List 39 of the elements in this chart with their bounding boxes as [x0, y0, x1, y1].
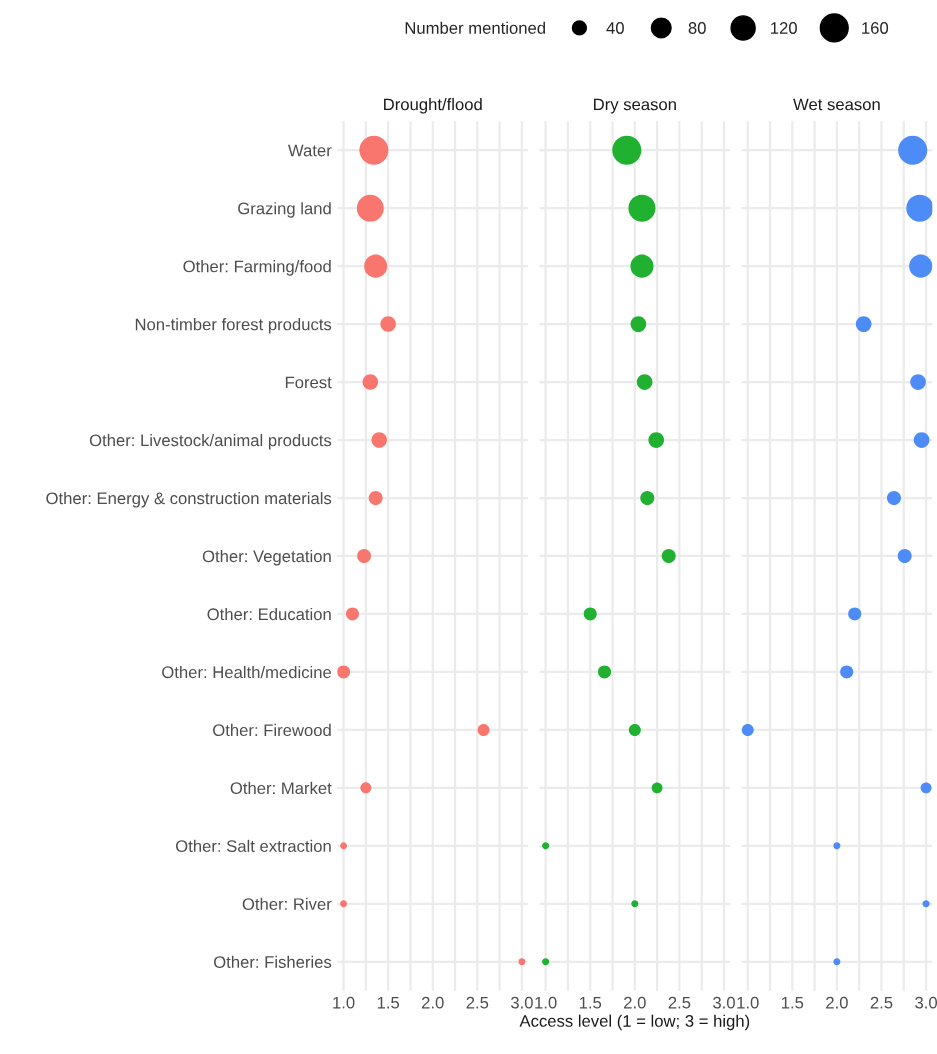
y-tick-label: Other: Farming/food — [183, 260, 331, 276]
legend-label: 120 — [771, 22, 797, 34]
x-tick-label: 3.0 — [915, 996, 937, 1009]
y-tick-label: Other: Firewood — [213, 723, 331, 737]
legend-label: 40 — [606, 22, 624, 34]
x-tick-label: 2.0 — [421, 996, 444, 1009]
legend-title: Number mentioned — [405, 21, 545, 34]
legend-label: 160 — [862, 22, 889, 34]
y-tick-label: Other: Market — [230, 781, 332, 795]
chart-title: Wet season — [793, 98, 880, 111]
x-tick-label: 2.0 — [624, 996, 646, 1009]
x-tick-label: 3.0 — [713, 996, 735, 1009]
x-tick-label: 1.0 — [535, 996, 557, 1009]
y-tick-label: Grazing land — [238, 202, 331, 218]
chart-title: Dry season — [594, 98, 676, 114]
x-tick-label: 3.0 — [510, 996, 533, 1009]
x-tick-label: 1.0 — [737, 996, 759, 1009]
x-axis-title: Access level (1 = low; 3 = high) — [519, 1014, 750, 1031]
y-tick-label: Forest — [285, 376, 332, 389]
y-tick-label: Other: Energy & construction materials — [46, 491, 332, 508]
y-tick-label: Non-timber forest products — [135, 318, 332, 334]
x-tick-label: 1.5 — [782, 996, 804, 1009]
y-tick-label: Other: Salt extraction — [176, 839, 331, 853]
chart-title: Drought/flood — [384, 98, 482, 114]
x-tick-label: 1.0 — [333, 996, 355, 1009]
y-tick-label: Other: Vegetation — [202, 549, 331, 566]
x-tick-label: 2.5 — [466, 996, 489, 1009]
y-tick-label: Water — [288, 144, 332, 157]
y-tick-label: Other: Livestock/animal products — [89, 434, 332, 450]
y-tick-label: Other: River — [242, 897, 332, 911]
x-tick-label: 2.0 — [826, 996, 848, 1009]
x-tick-label: 1.5 — [377, 996, 400, 1009]
x-tick-label: 2.5 — [870, 996, 893, 1009]
legend-label: 80 — [688, 22, 706, 34]
y-tick-label: Other: Education — [207, 607, 331, 621]
x-tick-label: 1.5 — [579, 996, 602, 1009]
y-tick-label: Other: Health/medicine — [162, 665, 332, 679]
x-tick-label: 2.5 — [668, 996, 691, 1009]
y-tick-label: Other: Fisheries — [214, 955, 332, 968]
